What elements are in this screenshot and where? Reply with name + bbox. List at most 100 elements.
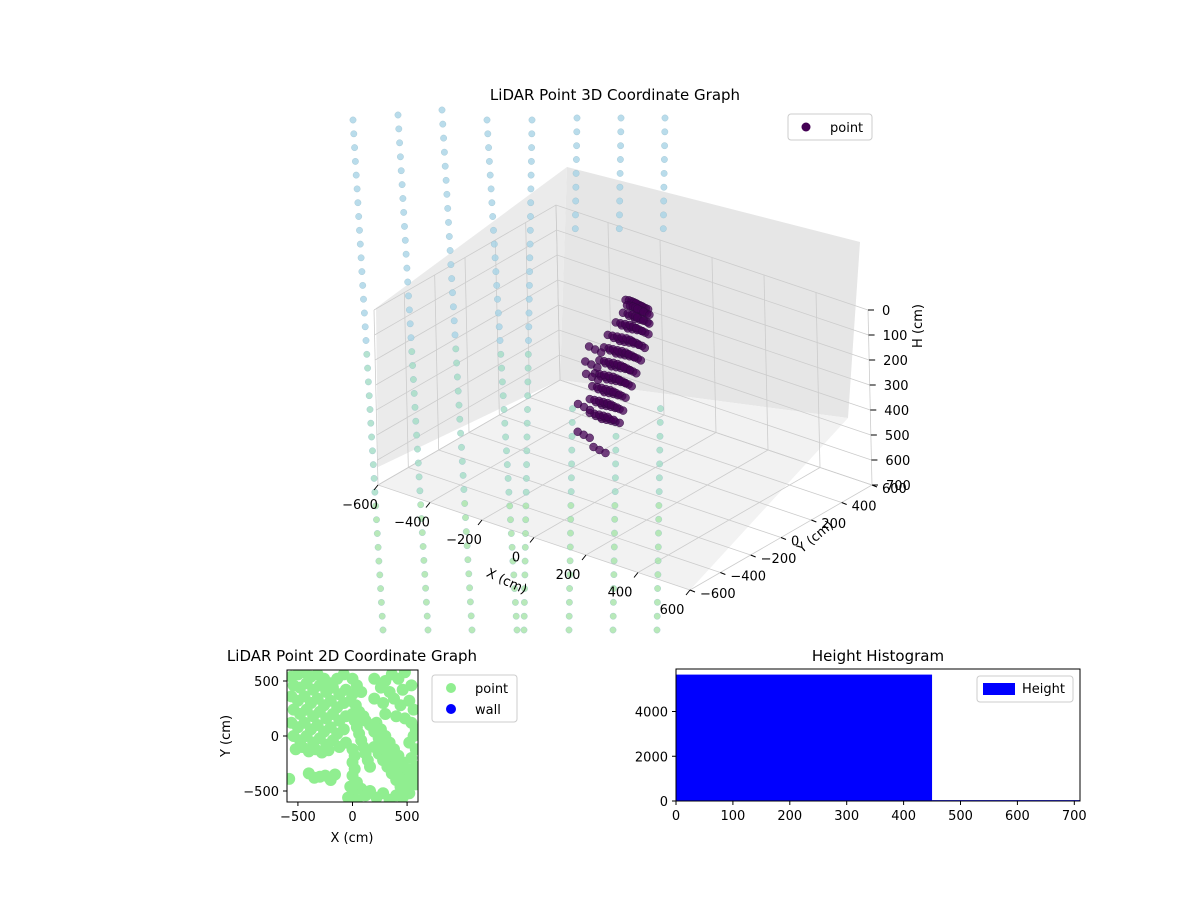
background-point: [573, 114, 581, 122]
background-point: [512, 599, 519, 606]
background-point: [616, 211, 623, 219]
x-tick: [581, 554, 587, 561]
background-point: [484, 130, 492, 138]
data-point: [621, 393, 630, 402]
background-point: [368, 433, 375, 441]
background-point: [353, 185, 361, 193]
background-point: [610, 543, 618, 551]
background-point: [521, 571, 529, 579]
grid-line-y: [529, 397, 842, 503]
x-tick-label-hist: 700: [1062, 809, 1087, 824]
background-point: [489, 213, 497, 220]
point-2d: [409, 760, 418, 773]
background-point: [486, 158, 493, 165]
x-tick-label-2d: 0: [348, 810, 356, 825]
background-point: [661, 114, 669, 122]
background-point: [524, 378, 532, 386]
background-point: [610, 557, 618, 565]
x-tick-label: −600: [342, 498, 378, 513]
grid-line-z: [375, 279, 870, 386]
background-point: [509, 557, 517, 565]
background-point: [523, 433, 531, 441]
y-tick: [841, 502, 847, 505]
y-tick-label-2d: −500: [243, 785, 279, 800]
background-point: [444, 205, 452, 212]
background-point: [568, 419, 576, 426]
background-point: [523, 475, 530, 482]
y-axis-label-2d: Y (cm): [219, 715, 234, 758]
background-point: [461, 500, 469, 507]
background-point: [408, 348, 416, 355]
background-point: [524, 350, 532, 358]
x-tick-label: 400: [608, 586, 633, 601]
x-tick-label: 0: [512, 551, 520, 566]
background-point: [520, 612, 528, 620]
legend-histogram-label: Height: [1022, 682, 1065, 697]
background-point: [567, 502, 575, 509]
background-point: [453, 359, 460, 367]
y-tick: [780, 537, 787, 540]
background-point: [399, 195, 407, 202]
background-point: [421, 570, 429, 578]
background-point: [409, 362, 416, 369]
background-point: [571, 225, 579, 233]
background-point: [572, 197, 580, 205]
background-point: [411, 403, 419, 411]
background-point: [438, 106, 446, 114]
background-point: [356, 240, 364, 248]
background-point: [656, 446, 664, 454]
y-tick: [689, 589, 696, 593]
y-tick-label-hist: 2000: [635, 750, 668, 765]
background-point: [612, 446, 620, 454]
y-tick-label: −200: [761, 552, 797, 567]
x-tick-label-2d: −500: [280, 810, 316, 825]
background-point: [522, 502, 530, 510]
background-point: [441, 162, 449, 170]
x-axis-label-2d: X (cm): [331, 831, 374, 846]
grid-line-y: [499, 414, 812, 521]
background-point: [656, 419, 664, 426]
histogram-bars: [676, 674, 1080, 801]
background-point: [513, 626, 521, 634]
background-point: [454, 387, 462, 395]
background-point: [487, 185, 495, 193]
background-point: [526, 282, 533, 289]
x-tick-label-hist: 200: [777, 809, 802, 824]
background-point: [463, 542, 471, 550]
background-point: [462, 514, 469, 521]
x-tick-label: −200: [446, 533, 482, 548]
data-point: [585, 433, 594, 442]
background-point: [424, 626, 432, 634]
background-point: [351, 144, 358, 151]
background-point: [568, 432, 576, 440]
y-tick-label-2d: 0: [271, 730, 279, 745]
background-point: [565, 612, 573, 620]
legend-2d-point-marker: [446, 683, 456, 693]
background-point: [395, 125, 403, 133]
x-tick: [425, 502, 431, 508]
background-point: [460, 486, 468, 493]
background-point: [495, 323, 503, 331]
background-point: [523, 447, 531, 455]
background-point: [442, 176, 450, 184]
data-point: [627, 382, 636, 391]
background-point: [521, 557, 529, 565]
background-point: [528, 116, 536, 124]
background-point: [402, 250, 410, 258]
background-point: [609, 626, 617, 634]
background-point: [510, 571, 518, 579]
background-point: [396, 139, 403, 147]
background-point: [362, 337, 370, 344]
background-point: [528, 144, 535, 151]
x-tick-label: 600: [660, 603, 685, 618]
background-point: [656, 432, 664, 440]
background-point: [568, 474, 575, 482]
background-point: [397, 167, 405, 175]
background-point: [498, 364, 505, 372]
point-2d: [287, 772, 296, 785]
background-point: [611, 502, 619, 509]
grid-line-z: [374, 229, 869, 336]
background-point: [654, 543, 662, 551]
background-point: [464, 556, 472, 564]
background-point: [499, 378, 506, 386]
